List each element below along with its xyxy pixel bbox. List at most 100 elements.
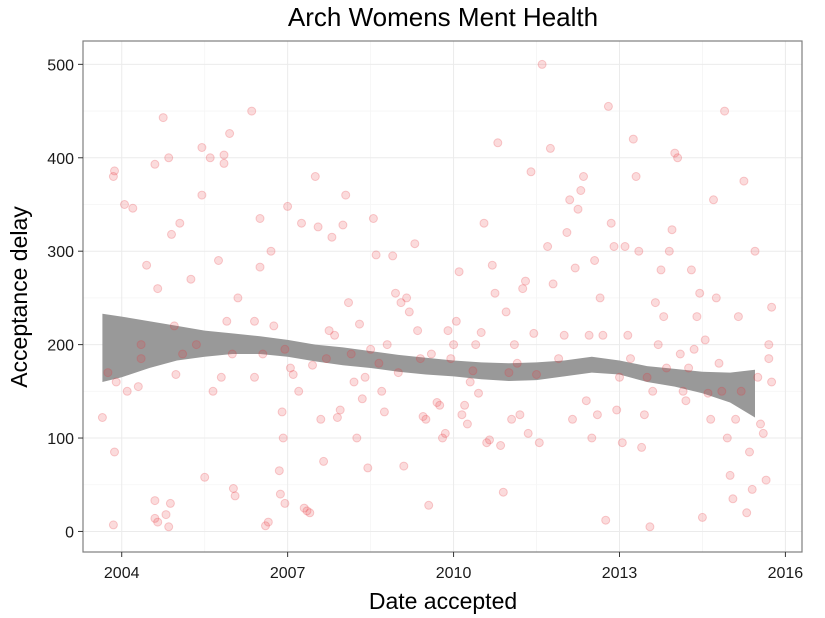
scatter-point bbox=[656, 265, 666, 275]
x-tick-label: 2004 bbox=[104, 565, 140, 582]
scatter-point bbox=[219, 150, 229, 160]
scatter-point bbox=[324, 326, 334, 336]
scatter-point bbox=[308, 360, 317, 370]
scatter-point bbox=[197, 190, 207, 200]
scatter-point bbox=[319, 456, 329, 466]
scatter-point bbox=[581, 396, 591, 406]
scatter-point bbox=[626, 354, 635, 364]
smooth-band-layer bbox=[102, 313, 755, 418]
scatter-point bbox=[228, 484, 238, 493]
scatter-point bbox=[509, 340, 519, 350]
scatter-point bbox=[169, 321, 179, 331]
scatter-point bbox=[579, 172, 588, 181]
y-axis-title: Acceptance delay bbox=[6, 206, 32, 388]
scatter-point bbox=[568, 414, 577, 424]
scatter-point bbox=[449, 340, 459, 350]
scatter-point bbox=[438, 433, 447, 443]
scatter-point bbox=[675, 349, 685, 359]
scatter-point bbox=[302, 506, 312, 516]
scatter-point bbox=[432, 398, 442, 407]
scatter-point bbox=[642, 372, 652, 382]
scatter-point bbox=[681, 396, 691, 406]
scatter-point bbox=[335, 405, 345, 415]
scatter-point bbox=[277, 407, 287, 417]
scatter-point bbox=[338, 220, 348, 230]
scatter-point bbox=[667, 225, 677, 235]
scatter-point bbox=[606, 218, 616, 228]
scatter-point bbox=[537, 59, 547, 69]
scatter-point bbox=[639, 410, 649, 420]
scatter-point bbox=[341, 190, 351, 200]
scatter-point bbox=[476, 328, 486, 337]
scatter-point bbox=[288, 370, 298, 379]
scatter-point bbox=[587, 433, 597, 443]
scatter-point bbox=[761, 475, 771, 485]
scatter-point bbox=[424, 500, 434, 510]
scatter-point bbox=[205, 153, 215, 163]
scatter-point bbox=[197, 143, 207, 152]
scatter-point bbox=[186, 274, 196, 284]
scatter-point bbox=[573, 204, 583, 214]
scatter-point bbox=[200, 472, 210, 482]
scatter-point bbox=[120, 200, 129, 209]
scatter-point bbox=[767, 377, 777, 387]
scatter-point bbox=[620, 242, 630, 251]
scatter-point bbox=[255, 262, 265, 272]
points-layer bbox=[97, 59, 777, 532]
scatter-point bbox=[711, 293, 721, 303]
scatter-point bbox=[374, 358, 384, 368]
scatter-point bbox=[261, 521, 270, 531]
scatter-point bbox=[645, 522, 655, 532]
scatter-point bbox=[451, 316, 461, 326]
scatter-point bbox=[692, 312, 702, 322]
scatter-point bbox=[623, 330, 633, 340]
scatter-point bbox=[745, 447, 754, 457]
scatter-point bbox=[110, 166, 119, 176]
scatter-point bbox=[396, 298, 406, 308]
scatter-point bbox=[178, 349, 188, 359]
scatter-point bbox=[321, 354, 331, 364]
scatter-point bbox=[443, 326, 453, 336]
scatter-point bbox=[165, 498, 175, 508]
scatter-point bbox=[97, 413, 107, 422]
scatter-point bbox=[269, 321, 279, 331]
scatter-point bbox=[355, 319, 364, 329]
scatter-point bbox=[498, 487, 508, 497]
scatter-point bbox=[150, 496, 160, 506]
scatter-point bbox=[255, 214, 265, 223]
scatter-point bbox=[764, 354, 774, 364]
scatter-point bbox=[263, 517, 273, 527]
scatter-point bbox=[637, 442, 647, 452]
chart-title: Arch Womens Ment Health bbox=[288, 2, 598, 32]
y-tick-label: 400 bbox=[47, 151, 74, 168]
scatter-point bbox=[653, 340, 663, 350]
scatter-point bbox=[507, 414, 517, 424]
scatter-point bbox=[518, 284, 528, 294]
scatter-point bbox=[736, 386, 746, 396]
scatter-point bbox=[316, 414, 326, 424]
scatter-point bbox=[584, 330, 594, 340]
scatter-point bbox=[468, 366, 478, 376]
scatter-point bbox=[393, 368, 403, 378]
scatter-point bbox=[247, 106, 257, 116]
scatter-point bbox=[280, 498, 290, 508]
scatter-point bbox=[462, 419, 472, 429]
scatter-point bbox=[631, 172, 641, 181]
scatter-point bbox=[728, 494, 738, 504]
scatter-point bbox=[703, 388, 713, 398]
scatter-point bbox=[330, 330, 340, 340]
scatter-point bbox=[526, 167, 536, 177]
scatter-point bbox=[590, 256, 600, 265]
scatter-point bbox=[457, 410, 467, 420]
scatter-point bbox=[368, 214, 378, 223]
scatter-point bbox=[219, 158, 229, 168]
scatter-point bbox=[601, 515, 611, 525]
scatter-point bbox=[695, 288, 705, 298]
scatter-point bbox=[158, 113, 168, 123]
y-tick-label: 100 bbox=[47, 431, 74, 448]
scatter-point bbox=[731, 414, 741, 424]
scatter-point bbox=[545, 143, 555, 153]
scatter-point bbox=[344, 298, 353, 308]
scatter-point bbox=[733, 312, 743, 322]
